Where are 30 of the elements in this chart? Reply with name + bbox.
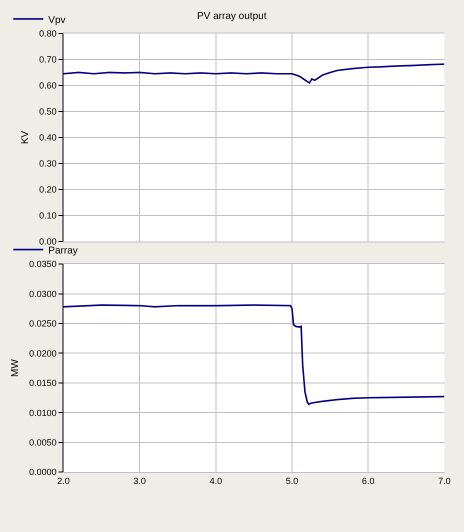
y-tick-label: 0.0000 — [29, 467, 57, 478]
y-tick-label: 0.0150 — [29, 378, 57, 388]
y-tick-label: 0.0250 — [29, 318, 57, 329]
y-tick-label: 0.40 — [39, 132, 57, 143]
x-tick-label: 4.0 — [210, 476, 222, 486]
legend-label: Vpv — [48, 14, 66, 26]
line-series — [63, 63, 444, 84]
line-series — [63, 304, 444, 406]
legend-label: Parray — [48, 245, 78, 256]
y-tick-label: 0.70 — [39, 54, 57, 65]
y-tick-label: 0.0300 — [29, 288, 57, 299]
y-tick-label: 0.0100 — [29, 408, 57, 418]
chart-title: PV array output — [197, 11, 267, 22]
y-tick-label: 0.10 — [39, 210, 57, 221]
y-axis-title: KV — [20, 130, 32, 144]
x-tick-label: 5.0 — [286, 476, 298, 486]
x-tick-label: 6.0 — [362, 476, 374, 486]
x-tick-label: 3.0 — [133, 476, 146, 486]
y-tick-label: 0.0200 — [29, 348, 57, 358]
x-tick-label: 7.0 — [438, 476, 451, 486]
x-tick-label: 2.0 — [57, 476, 70, 486]
y-axis-title: MW — [10, 358, 22, 377]
y-tick-label: 0.0350 — [29, 259, 57, 270]
y-tick-label: 0.50 — [39, 106, 57, 117]
y-tick-label: 0.0050 — [29, 437, 57, 448]
y-tick-label: 0.60 — [39, 80, 57, 91]
y-tick-label: 0.30 — [39, 158, 57, 169]
y-tick-label: 0.00 — [39, 236, 57, 247]
y-tick-label: 0.80 — [39, 28, 57, 39]
y-tick-label: 0.20 — [39, 184, 57, 195]
